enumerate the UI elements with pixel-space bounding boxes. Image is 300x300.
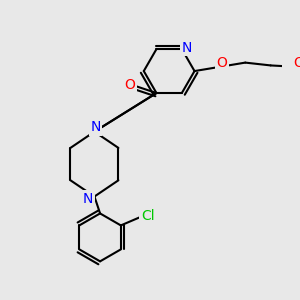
Text: Cl: Cl (141, 208, 154, 223)
Text: N: N (182, 41, 192, 55)
Text: N: N (91, 120, 101, 134)
Text: O: O (293, 56, 300, 70)
Text: O: O (217, 56, 228, 70)
Text: O: O (124, 78, 135, 92)
Text: N: N (83, 192, 93, 206)
